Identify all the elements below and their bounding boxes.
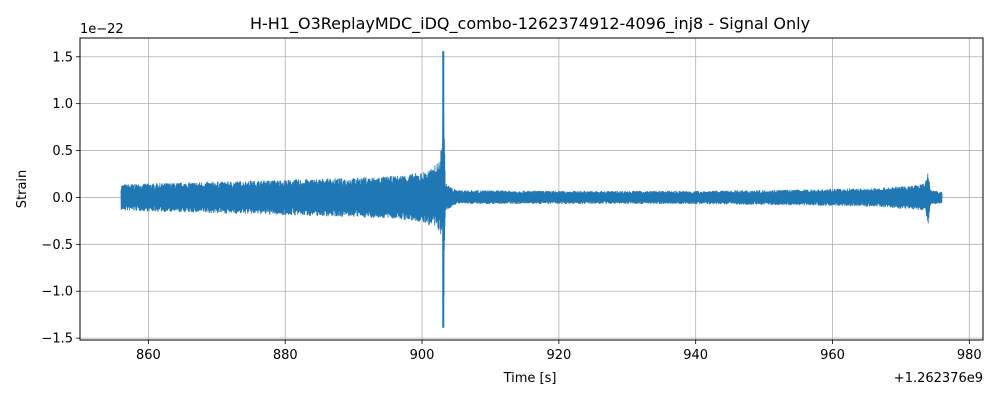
y-tick-label: 0.5 [52,144,73,159]
x-axis: 860 880 900 920 940 960 980 [136,340,982,363]
x-tick-label: 920 [546,348,571,363]
y-tick-label: −0.5 [41,238,73,253]
y-tick-label: 1.5 [52,50,73,65]
y-tick-label: 1.0 [52,97,73,112]
x-offset-label: +1.262376e9 [894,371,983,386]
y-axis: −1.5 −1.0 −0.5 0.0 0.5 1.0 1.5 [41,50,80,347]
chart-title: H-H1_O3ReplayMDC_iDQ_combo-1262374912-40… [250,14,810,34]
plot-area [120,51,943,328]
x-tick-label: 980 [957,348,982,363]
x-tick-label: 960 [820,348,845,363]
y-tick-label: −1.0 [41,285,73,300]
y-tick-label: −1.5 [41,332,73,347]
x-axis-label: Time [s] [503,371,557,386]
plot-frame [79,37,984,341]
x-tick-label: 900 [410,348,435,363]
x-tick-label: 860 [136,348,161,363]
y-scale-label: 1e−22 [80,22,124,37]
x-tick-label: 880 [273,348,298,363]
signal-series-line [120,103,943,297]
y-tick-label: 0.0 [52,191,73,206]
y-axis-label: Strain [15,170,30,209]
x-tick-label: 940 [683,348,708,363]
